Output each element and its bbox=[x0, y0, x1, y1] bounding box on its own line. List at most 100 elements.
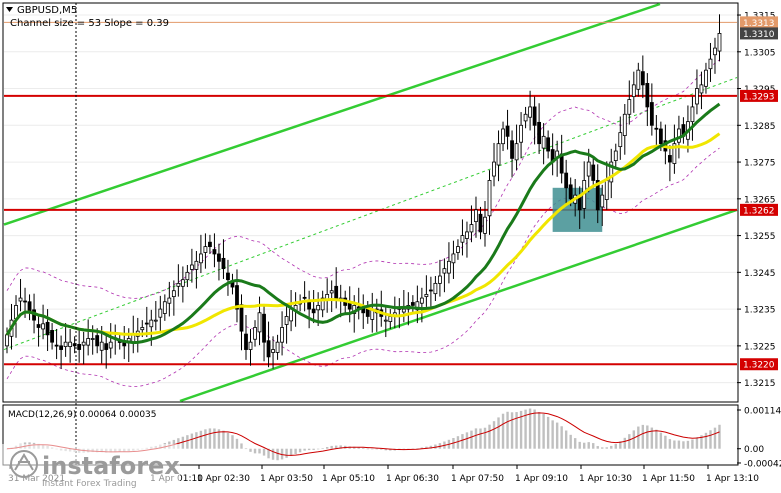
candle-body bbox=[180, 279, 185, 287]
candle-body bbox=[59, 345, 64, 350]
candle-body bbox=[546, 137, 551, 152]
candle-body bbox=[654, 127, 659, 130]
candle-body bbox=[108, 341, 113, 349]
macd-histogram-bar bbox=[682, 441, 685, 449]
candle-body bbox=[424, 293, 429, 298]
channel-middle-line bbox=[3, 77, 738, 351]
macd-histogram-bar bbox=[646, 425, 649, 449]
macd-histogram-bar bbox=[186, 435, 189, 449]
candle-body bbox=[640, 71, 645, 86]
candle-body bbox=[717, 33, 722, 52]
candle-body bbox=[176, 282, 181, 287]
macd-histogram-bar bbox=[416, 448, 419, 449]
macd-tick-label: 0.00 bbox=[744, 445, 764, 455]
macd-histogram-bar bbox=[199, 430, 203, 449]
macd-histogram-bar bbox=[713, 427, 717, 449]
macd-histogram-bar bbox=[718, 424, 721, 449]
candle-body bbox=[667, 155, 672, 163]
symbol-dropdown-icon[interactable] bbox=[6, 7, 13, 12]
candle-body bbox=[442, 268, 447, 274]
macd-histogram-bar bbox=[564, 430, 568, 449]
macd-histogram-bar bbox=[244, 448, 248, 450]
candle-body bbox=[478, 213, 483, 233]
candle-body bbox=[208, 241, 212, 248]
candle-body bbox=[609, 161, 614, 183]
candle-body bbox=[537, 121, 542, 145]
candle-body bbox=[649, 102, 654, 126]
regression-channel bbox=[3, 2, 738, 403]
candle-body bbox=[280, 327, 284, 343]
candle-body bbox=[492, 161, 496, 177]
candle-body bbox=[568, 184, 573, 200]
candle-body bbox=[284, 316, 289, 325]
macd-histogram-bar bbox=[497, 417, 500, 449]
price-axis: 1.33151.33051.32951.32851.32751.32651.32… bbox=[737, 12, 778, 389]
macd-histogram-bar bbox=[655, 429, 658, 449]
candle-body bbox=[487, 180, 492, 217]
candle-body bbox=[577, 196, 582, 211]
candle-body bbox=[501, 128, 505, 145]
macd-histogram-bar bbox=[285, 448, 288, 458]
macd-histogram-bar bbox=[470, 430, 473, 449]
candle-body bbox=[81, 341, 86, 346]
candle-body bbox=[415, 301, 420, 311]
macd-histogram-bar bbox=[492, 421, 496, 449]
macd-tick-label: 0.00114 bbox=[744, 407, 781, 417]
candle-body bbox=[18, 297, 23, 302]
candle-body bbox=[636, 69, 641, 90]
price-tick-label: 1.3305 bbox=[744, 48, 776, 58]
macd-histogram-bar bbox=[353, 446, 356, 449]
level-badge: 1.3220 bbox=[743, 361, 775, 371]
candle-body bbox=[153, 319, 158, 322]
macd-histogram-bar bbox=[249, 448, 252, 452]
candle-body bbox=[275, 341, 280, 353]
macd-histogram-bar bbox=[695, 437, 699, 449]
candle-body bbox=[600, 194, 605, 208]
candle-body bbox=[244, 333, 248, 350]
macd-histogram-bar bbox=[474, 428, 478, 449]
candle-body bbox=[622, 113, 627, 136]
macd-histogram-bar bbox=[546, 416, 550, 449]
macd-tick-label: -0.00042 bbox=[744, 459, 781, 469]
candle-body bbox=[77, 343, 82, 350]
macd-histogram-bar bbox=[551, 420, 554, 449]
candle-body bbox=[528, 106, 532, 118]
candle-body bbox=[86, 338, 91, 346]
macd-histogram-bar bbox=[217, 429, 221, 449]
candle-body bbox=[302, 296, 307, 299]
time-tick-label: 1 Apr 09:10 bbox=[515, 474, 568, 484]
macd-histogram-bar bbox=[330, 445, 333, 449]
moving-averages bbox=[5, 102, 721, 345]
candle-body bbox=[586, 161, 591, 177]
candle-body bbox=[704, 69, 708, 87]
candle-body bbox=[68, 341, 73, 347]
macd-histogram-bar bbox=[362, 447, 365, 449]
candle-body bbox=[699, 84, 704, 94]
candle-body bbox=[36, 324, 41, 328]
current-price-badge: 1.3310 bbox=[743, 30, 775, 40]
macd-histogram-bar bbox=[380, 448, 383, 450]
macd-histogram-bar bbox=[601, 447, 604, 449]
time-tick-label: 1 Apr 07:50 bbox=[451, 474, 504, 484]
ask-price-badge-bg bbox=[740, 16, 778, 29]
candle-body bbox=[447, 260, 451, 274]
macd-histogram-bar bbox=[429, 445, 433, 449]
candle-body bbox=[104, 343, 109, 350]
macd-histogram-bar bbox=[583, 442, 586, 449]
level-badge-bg bbox=[740, 203, 778, 216]
macd-histogram-bar bbox=[213, 428, 216, 449]
macd-histogram-bar bbox=[578, 441, 581, 449]
level-badge-bg bbox=[740, 89, 778, 102]
candle-body bbox=[257, 312, 262, 333]
candle-body bbox=[162, 301, 167, 314]
candle-body bbox=[460, 235, 465, 243]
candle-body bbox=[645, 83, 650, 108]
price-tick-label: 1.3275 bbox=[744, 159, 776, 169]
channel-lower-line bbox=[179, 208, 738, 403]
candle-body bbox=[514, 143, 519, 161]
macd-histogram-bar bbox=[519, 410, 523, 449]
candle-body bbox=[627, 99, 632, 115]
macd-histogram-bar bbox=[312, 448, 315, 450]
time-tick-label: 1 Apr 05:10 bbox=[322, 474, 375, 484]
